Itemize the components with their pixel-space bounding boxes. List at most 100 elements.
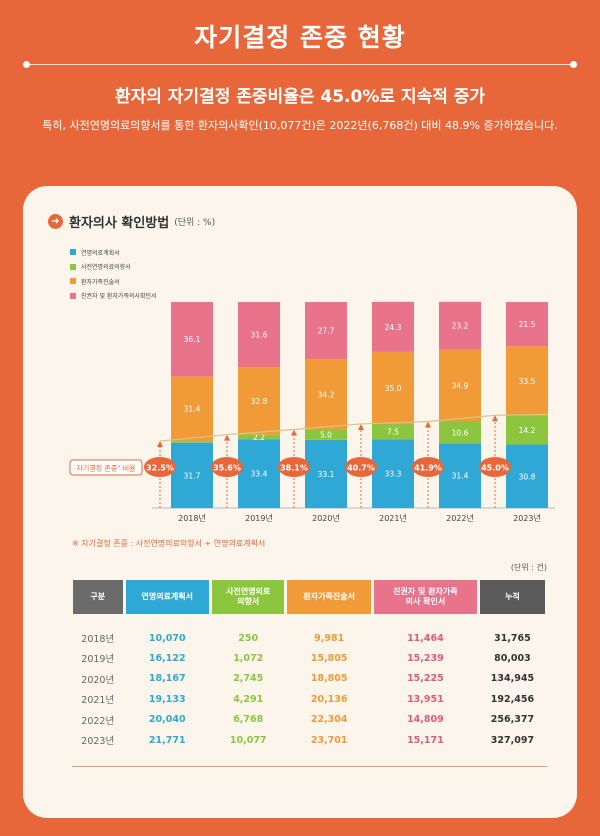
legend-swatch — [70, 292, 76, 299]
bar-value-label: 32.8 — [251, 397, 268, 406]
table-cell: 19,133 — [148, 693, 186, 705]
bar-value-label: 7.5 — [387, 428, 399, 437]
table-row: 2022년 20,040 6,768 22,304 14,809 256,377 — [73, 710, 545, 731]
bar-value-label: 33.5 — [519, 377, 536, 386]
legend-item: 사전연명의료의향서 — [70, 260, 157, 275]
legend-item: 친권자 및 환자가족의사확인서 — [70, 289, 157, 304]
bar-value-label: 23.2 — [452, 322, 469, 331]
legend-swatch — [70, 249, 76, 256]
legend-swatch — [70, 263, 76, 270]
ratio-badge — [211, 457, 243, 477]
data-table: 구분 연명의료계획서 사전연명의료 의향서 환자가족진술서 친권자 및 환자가족 의사 확인… — [70, 580, 548, 751]
bar-segment — [372, 301, 414, 352]
table-cell: 15,171 — [407, 734, 444, 746]
bar-value-label: 31.6 — [251, 331, 268, 340]
bar-segment — [506, 415, 548, 445]
bar-segment — [171, 376, 213, 442]
table-cell: 2020년 — [81, 674, 115, 686]
legend-label: 환자가족진술서 — [81, 278, 120, 286]
bar-value-label: 30.8 — [519, 472, 536, 481]
table-cell: 31,765 — [494, 632, 531, 644]
bar-segment — [506, 444, 548, 508]
bar-segment — [305, 302, 347, 360]
table-cell: 2022년 — [81, 715, 115, 727]
bar-value-label: 31.4 — [184, 405, 201, 414]
table-cell: 2,745 — [233, 673, 264, 685]
table-cell: 10,070 — [148, 632, 186, 644]
table-cell: 23,701 — [310, 734, 348, 746]
table-cell: 250 — [238, 632, 259, 644]
bar-segment — [171, 442, 213, 508]
bar-segment — [372, 439, 414, 508]
content-card — [23, 186, 577, 818]
trend-line — [159, 413, 549, 442]
ratio-tag-label: 자기결정 존중" 비율 — [76, 464, 136, 473]
table-cell: 80,003 — [494, 652, 531, 664]
table-cell: 16,122 — [148, 652, 186, 664]
table-cell: 192,456 — [490, 693, 535, 705]
table-row: 2019년 16,122 1,072 15,805 15,239 80,003 — [73, 648, 545, 669]
arrow-right-icon: ➜ — [48, 214, 63, 229]
ratio-badge — [479, 457, 511, 477]
table-header-cell: 구분 — [73, 580, 123, 614]
table-cell: 15,239 — [407, 652, 444, 664]
table-cell: 18,805 — [310, 673, 348, 685]
x-tick-label: 2021년 — [379, 513, 407, 523]
table-cell: 134,945 — [490, 673, 535, 685]
bar-segment — [506, 302, 548, 347]
ratio-value-label: 38.1% — [280, 464, 308, 473]
bar-value-label: 14.2 — [519, 426, 536, 435]
table-unit: (단위 : 건) — [510, 563, 547, 572]
bar-value-label: 5.0 — [320, 431, 332, 440]
table-header-cell: 연명의료계획서 — [125, 580, 209, 614]
table-row: 2021년 19,133 4,291 20,136 13,951 192,456 — [73, 689, 545, 710]
ratio-value-label: 41.9% — [414, 464, 442, 473]
chart-footnote: ※ 자기결정 존중 : 사전연명의료의향서 + 연명의료계획서 — [72, 539, 266, 548]
page-title: 자기결정 존중 현황 — [194, 23, 406, 52]
legend-label: 연명의료계획서 — [81, 249, 120, 257]
legend-item: 환자가족진술서 — [70, 274, 157, 289]
bar-segment — [305, 439, 347, 508]
table-row: 2018년 10,070 250 9,981 11,464 31,765 — [73, 614, 545, 648]
bar-value-label: 33.4 — [251, 470, 268, 479]
bar-segment — [439, 421, 481, 444]
bar-value-label: 24.3 — [385, 323, 402, 332]
bar-segment — [506, 346, 548, 416]
section-title: ➜ 환자의사 확인방법 (단위 : %) — [48, 212, 215, 231]
table-cell: 14,809 — [407, 714, 444, 726]
x-tick-label: 2019년 — [245, 513, 273, 523]
x-tick-label: 2018년 — [178, 513, 206, 523]
legend-item: 연명의료계획서 — [70, 245, 157, 260]
bar-segment — [305, 429, 347, 440]
bar-segment — [238, 439, 280, 508]
ratio-value-label: 45.0% — [481, 464, 509, 473]
bar-value-label: 10.6 — [452, 428, 469, 437]
bar-segment — [439, 349, 481, 422]
table-cell: 20,040 — [148, 714, 186, 726]
table-header-cell: 친권자 및 환자가족 의사 확인서 — [373, 580, 477, 614]
bar-value-label: 2.2 — [253, 433, 265, 442]
table-cell: 2018년 — [81, 634, 115, 645]
bar-value-label: 36.1 — [184, 335, 201, 344]
bar-value-label: 34.2 — [318, 390, 335, 399]
bar-value-label: 33.1 — [318, 470, 335, 479]
legend-label: 친권자 및 환자가족의사확인서 — [81, 293, 157, 301]
subheadline: 특히, 사전연명의료의향서를 통한 환자의사확인(10,077건)은 2022년… — [42, 119, 558, 132]
section-title-text: 환자의사 확인방법 — [69, 216, 170, 231]
ratio-arrowhead — [358, 423, 364, 430]
bar-segment — [372, 351, 414, 424]
bar-value-label: 35.0 — [385, 384, 402, 393]
ratio-value-label: 35.6% — [213, 464, 241, 473]
table-header-cell: 누적 — [479, 580, 545, 614]
x-tick-label: 2020년 — [312, 513, 340, 523]
ratio-value-label: 40.7% — [347, 464, 375, 473]
table-cell: 21,771 — [148, 734, 186, 746]
bar-segment — [372, 423, 414, 440]
table-cell: 2019년 — [81, 654, 115, 666]
bar-segment — [171, 302, 213, 377]
bar-value-label: 27.7 — [318, 327, 335, 336]
bar-segment — [238, 367, 280, 435]
table-cell: 11,464 — [407, 632, 444, 644]
ratio-badge — [345, 457, 377, 477]
